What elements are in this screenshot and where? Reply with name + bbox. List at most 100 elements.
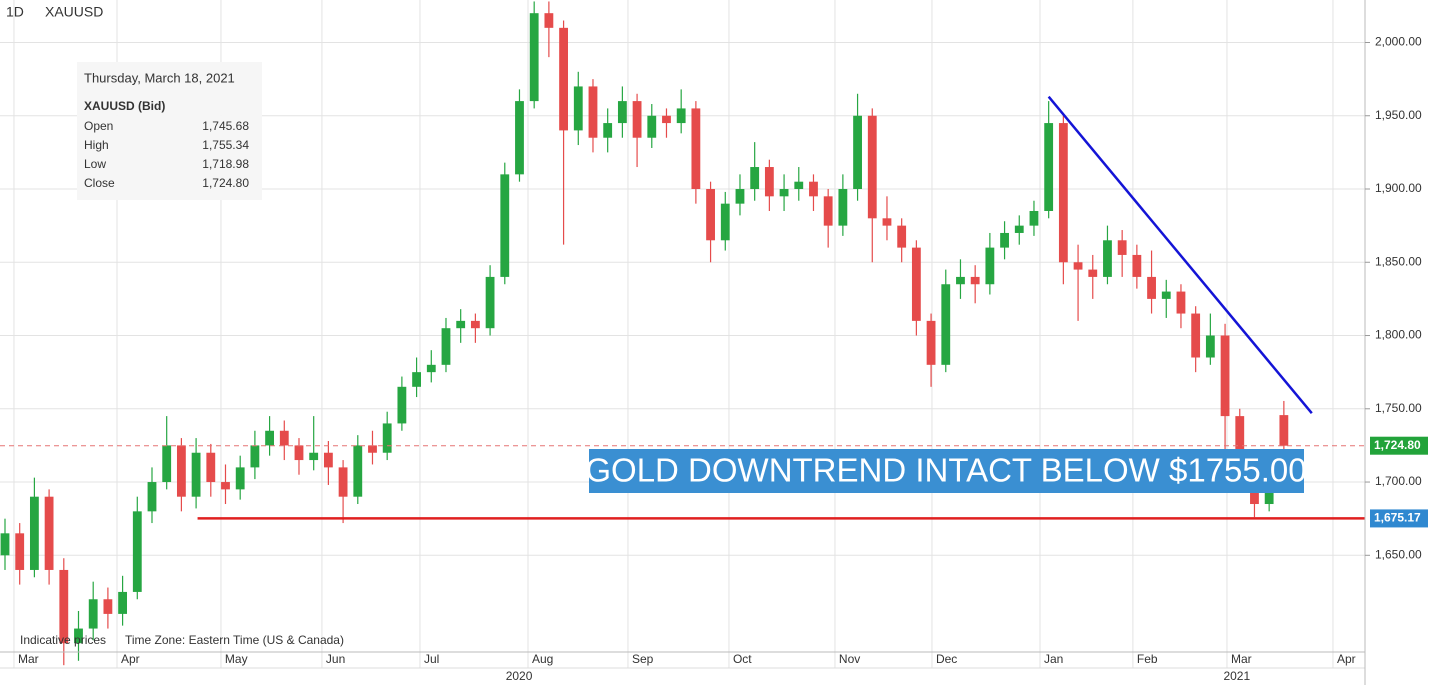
x-tick-label: Apr xyxy=(121,652,140,666)
candle-body xyxy=(1279,415,1289,446)
y-tick-label: 1,750.00 xyxy=(1375,401,1422,415)
candle-body xyxy=(926,320,936,365)
tooltip-date: Thursday, March 18, 2021 xyxy=(84,70,235,85)
candle-body xyxy=(1029,210,1039,226)
candle-body xyxy=(221,482,230,490)
x-tick-label: Jan xyxy=(1044,652,1063,666)
candle-body xyxy=(1191,313,1201,358)
candle-body xyxy=(426,364,436,373)
candle-body xyxy=(294,445,304,461)
tooltip-key: High xyxy=(84,138,109,152)
candle-body xyxy=(750,167,760,190)
candle-body xyxy=(382,423,392,453)
tooltip-key: Low xyxy=(84,157,106,171)
candle-body xyxy=(279,430,289,446)
tooltip-value: 1,724.80 xyxy=(202,176,249,190)
candle-body xyxy=(867,115,877,219)
footer-timezone: Time Zone: Eastern Time (US & Canada) xyxy=(125,633,344,647)
candle-body xyxy=(1176,291,1186,314)
y-tick-label: 1,650.00 xyxy=(1375,547,1422,561)
candle-body xyxy=(88,599,98,629)
candle-body xyxy=(103,599,113,614)
tooltip-value: 1,745.68 xyxy=(202,119,249,133)
candle-body xyxy=(74,628,83,644)
candle-body xyxy=(970,276,980,285)
y-tick-label: 1,700.00 xyxy=(1375,474,1422,488)
interval: 1D xyxy=(6,4,24,20)
candle-body xyxy=(1205,335,1215,358)
current-price-label: 1,724.80 xyxy=(1374,438,1421,452)
y-tick-label: 1,900.00 xyxy=(1375,181,1422,195)
candle-body xyxy=(573,86,583,131)
candle-body xyxy=(1058,123,1068,263)
candle-body xyxy=(1220,335,1230,417)
candle-body xyxy=(588,86,598,138)
candle-body xyxy=(309,452,319,461)
candle-body xyxy=(235,467,245,490)
annotation-text: GOLD DOWNTREND INTACT BELOW $1755.00 xyxy=(585,452,1306,489)
candle-body xyxy=(15,533,25,570)
candle-body xyxy=(1000,232,1009,248)
candle-body xyxy=(956,276,965,285)
candle-body xyxy=(647,115,657,138)
y-tick-label: 2,000.00 xyxy=(1375,35,1422,49)
candle-body xyxy=(985,247,995,285)
candle-body xyxy=(44,496,54,570)
current-price-tag xyxy=(1370,436,1428,455)
candle-body xyxy=(809,181,818,197)
candle-body xyxy=(720,203,730,241)
y-tick-label: 1,850.00 xyxy=(1375,254,1422,268)
candle-body xyxy=(603,123,613,138)
candle-body xyxy=(1014,225,1024,233)
x-tick-label: Aug xyxy=(532,652,553,666)
candle-body xyxy=(0,533,10,556)
x-tick-label: Sep xyxy=(632,652,654,666)
x-tick-label: Oct xyxy=(733,652,752,666)
candle-body xyxy=(823,196,833,226)
candle-body xyxy=(500,174,510,277)
candle-body xyxy=(515,101,524,175)
candle-body xyxy=(1044,123,1054,211)
annotation-box xyxy=(589,449,1304,493)
x-tick-label: May xyxy=(225,652,248,666)
candle-body xyxy=(323,452,333,468)
x-tick-label: Jul xyxy=(424,652,439,666)
tooltip-rows: Open 1,745.68 High 1,755.34 Low 1,718.98 Close… xyxy=(84,119,249,190)
x-tick-label: Apr xyxy=(1337,652,1356,666)
candle-body xyxy=(191,452,201,497)
candle-body xyxy=(368,445,377,453)
trendline xyxy=(1047,95,1313,414)
x-tick-label: Feb xyxy=(1137,652,1158,666)
candle-body xyxy=(544,13,554,28)
candle-body xyxy=(1161,291,1171,299)
candle-body xyxy=(941,284,951,365)
candle-body xyxy=(353,445,363,497)
candle-body xyxy=(529,13,539,102)
candle-body xyxy=(456,320,466,329)
candle-body xyxy=(779,189,789,197)
candle-body xyxy=(1103,240,1112,277)
x-tick-label: Mar xyxy=(18,652,39,666)
candle-body xyxy=(441,328,451,365)
tooltip-value: 1,718.98 xyxy=(202,157,249,171)
candle-body xyxy=(265,430,274,446)
x-tick-label: Jun xyxy=(326,652,345,666)
candle-body xyxy=(794,181,804,190)
candle-body xyxy=(470,320,480,329)
candle-body xyxy=(29,496,39,570)
x-tick-label: Nov xyxy=(839,652,860,666)
tooltip-key: Open xyxy=(84,119,113,133)
candle-body xyxy=(617,101,627,124)
x-tick-label: Mar xyxy=(1231,652,1252,666)
candle-body xyxy=(882,218,892,226)
y-tick-label: 1,800.00 xyxy=(1375,328,1422,342)
tooltip-instrument: XAUUSD (Bid) xyxy=(84,99,165,113)
candle-body xyxy=(176,445,186,497)
candle-body xyxy=(662,115,671,124)
support-tag xyxy=(1370,509,1428,528)
candle-body xyxy=(735,189,745,204)
candle-body xyxy=(59,569,69,644)
year-label: 2021 xyxy=(1223,669,1250,683)
tooltip-key: Close xyxy=(84,176,115,190)
